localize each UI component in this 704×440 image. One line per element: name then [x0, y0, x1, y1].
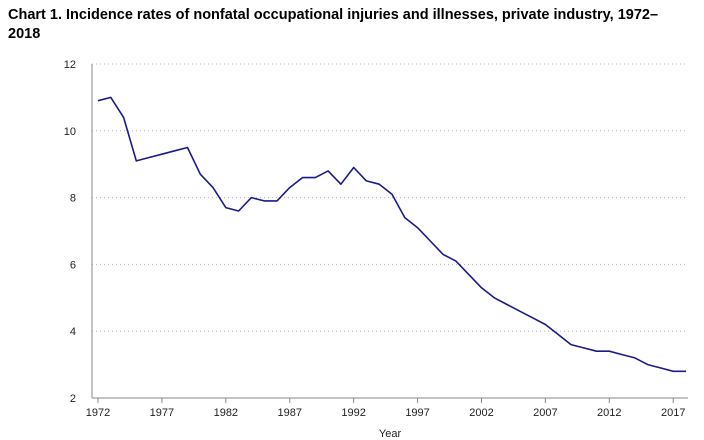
- x-tick-label-1982: 1982: [214, 407, 238, 419]
- grid-lines: [92, 63, 688, 332]
- x-tick-label-2017: 2017: [661, 407, 685, 419]
- x-tick-label-1987: 1987: [277, 407, 301, 419]
- y-tick-labels: 2 4 6 8 10 12: [64, 59, 76, 405]
- data-series: [97, 96, 686, 373]
- y-tick-label-6: 6: [70, 259, 76, 271]
- x-tick-label-2002: 2002: [469, 407, 493, 419]
- x-axis-title: Year: [379, 428, 402, 440]
- x-tick-label-1972: 1972: [86, 407, 110, 419]
- y-tick-label-8: 8: [70, 193, 76, 205]
- x-tick-label-1977: 1977: [150, 407, 174, 419]
- y-tick-label-2: 2: [70, 393, 76, 405]
- x-tick-label-1997: 1997: [405, 407, 429, 419]
- y-tick-label-4: 4: [70, 326, 76, 338]
- x-tick-label-2007: 2007: [533, 407, 557, 419]
- x-tick-label-2012: 2012: [597, 407, 621, 419]
- y-tick-label-12: 12: [64, 59, 76, 71]
- chart-title: Chart 1. Incidence rates of nonfatal occ…: [8, 7, 659, 42]
- series-line-0: [97, 96, 686, 373]
- x-tick-labels: 1972 1977 1982 1987 1992 1997 2002 2007 2012 2017: [86, 398, 685, 419]
- axes: [91, 64, 688, 399]
- x-tick-label-1992: 1992: [341, 407, 365, 419]
- y-tick-label-10: 10: [64, 126, 76, 138]
